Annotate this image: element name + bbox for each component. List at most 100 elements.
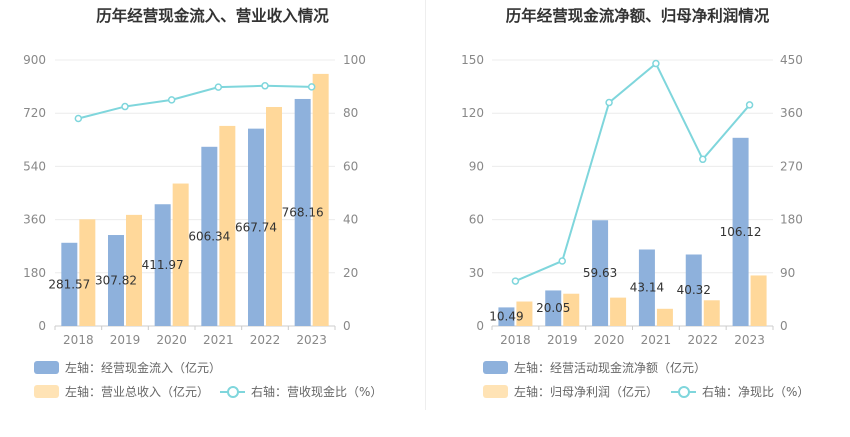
y-tick-right: 80 [343,106,358,120]
chart-title: 历年经营现金流净额、归母净利润情况 [505,7,770,25]
line-point [214,83,223,91]
line-point [74,114,83,123]
legend-swatch-line [220,385,245,398]
x-tick-label: 2019 [547,333,578,347]
line-point [558,257,566,265]
legend-item-bar2[interactable]: 左轴：营业总收入（亿元） [34,383,209,400]
data-label: 40.32 [677,283,711,297]
bar-series2 [79,219,96,326]
bar-series2 [610,297,627,326]
x-tick-label: 2023 [734,333,765,347]
line-point [652,59,660,68]
chart-panel-netcash-profit: 0 0 30 90 60 180 90 270 120 360 150 450 2018 10.49 201… [425,0,850,437]
legend-item-bar2[interactable]: 左轴：归母净利润（亿元） [483,383,658,400]
line-point [121,102,129,111]
bar-series1 [201,146,218,326]
legend-item-bar1[interactable]: 左轴：经营活动现金流净额（亿元） [483,359,706,376]
x-tick-label: 2021 [641,333,672,347]
y-tick-left: 90 [469,159,484,173]
y-tick-right: 60 [343,159,358,173]
bar-series2 [172,183,189,326]
data-label: 667.74 [235,220,277,234]
data-label: 20.05 [536,301,570,315]
legend-label: 左轴：归母净利润（亿元） [514,385,659,399]
bar-series1 [685,254,702,326]
legend-item-bar1[interactable]: 左轴：经营现金流入（亿元） [34,359,221,376]
line-series [515,61,751,282]
data-label: 281.57 [48,277,90,291]
data-label: 106.12 [720,225,762,239]
x-tick-label: 2020 [156,333,187,347]
x-tick-label: 2021 [203,333,234,347]
y-tick-right: 450 [780,53,803,67]
y-tick-left: 0 [476,319,484,333]
y-tick-left: 60 [469,213,484,227]
x-tick-label: 2019 [110,333,141,347]
bar-series1 [498,307,515,326]
y-tick-left: 540 [23,159,46,173]
data-label: 606.34 [188,229,230,243]
data-label: 59.63 [583,266,617,280]
bar-series1 [592,220,609,326]
y-tick-left: 360 [23,213,46,227]
legend-label: 左轴：经营现金流入（亿元） [65,361,222,375]
data-label: 43.14 [630,281,664,295]
bar-series2 [266,106,282,326]
line-point [511,277,520,285]
y-tick-left: 900 [23,53,46,67]
bar-series2 [312,73,329,326]
legend-swatch-blue [483,361,508,374]
x-tick-label: 2018 [63,333,94,347]
panel-divider [425,0,426,410]
y-tick-right: 0 [780,319,788,333]
line-point [699,155,707,164]
x-tick-label: 2023 [296,333,327,347]
data-label: 768.16 [282,205,324,219]
legend-item-line[interactable]: 右轴：净现比（%） [671,383,809,400]
chart-svg-left: 0 0 180 20 360 40 540 60 720 80 900 100 2018 281.57 20… [23,53,366,347]
bar-series1 [638,249,655,326]
x-tick-label: 2022 [687,333,718,347]
bar-series1 [154,204,171,326]
y-tick-left: 0 [38,319,46,333]
bar-series2 [516,301,533,326]
line-point [605,98,613,107]
line-series [78,84,312,120]
bar-series1 [732,137,749,326]
line-point [167,96,176,104]
chart-svg-right: 0 0 30 90 60 180 90 270 120 360 150 450 2018 10.49 201… [461,53,803,347]
x-tick-label: 2018 [500,333,531,347]
bar-series1 [294,98,311,327]
bar-series2 [703,300,720,326]
y-tick-left: 30 [469,266,484,280]
line-point [307,83,316,91]
legend-item-line[interactable]: 右轴：营收现金比（%） [220,383,382,400]
y-tick-right: 270 [780,159,803,173]
bar-series1 [545,290,562,326]
legend-label: 右轴：营收现金比（%） [251,385,383,399]
y-tick-left: 720 [23,106,46,120]
x-tick-label: 2020 [594,333,625,347]
data-label: 307.82 [95,274,137,288]
y-tick-right: 100 [343,53,366,67]
y-tick-left: 180 [23,266,46,280]
line-point [261,82,269,90]
bar-series2 [750,275,767,326]
data-label: 10.49 [489,310,523,324]
line-point [745,101,754,109]
y-tick-right: 180 [780,213,803,227]
y-tick-left: 120 [461,106,484,120]
legend-swatch-line [671,385,696,398]
data-label: 411.97 [142,258,184,272]
bar-series2 [563,293,580,326]
y-tick-right: 20 [343,266,358,280]
y-tick-right: 0 [343,319,351,333]
legend-label: 左轴：营业总收入（亿元） [65,385,210,399]
legend-swatch-orange [34,385,59,398]
legend-label: 左轴：经营活动现金流净额（亿元） [514,361,707,375]
legend-swatch-blue [34,361,59,374]
y-tick-right: 90 [780,266,795,280]
bar-series1 [61,242,78,326]
bar-series1 [248,128,264,326]
y-tick-right: 40 [343,213,358,227]
